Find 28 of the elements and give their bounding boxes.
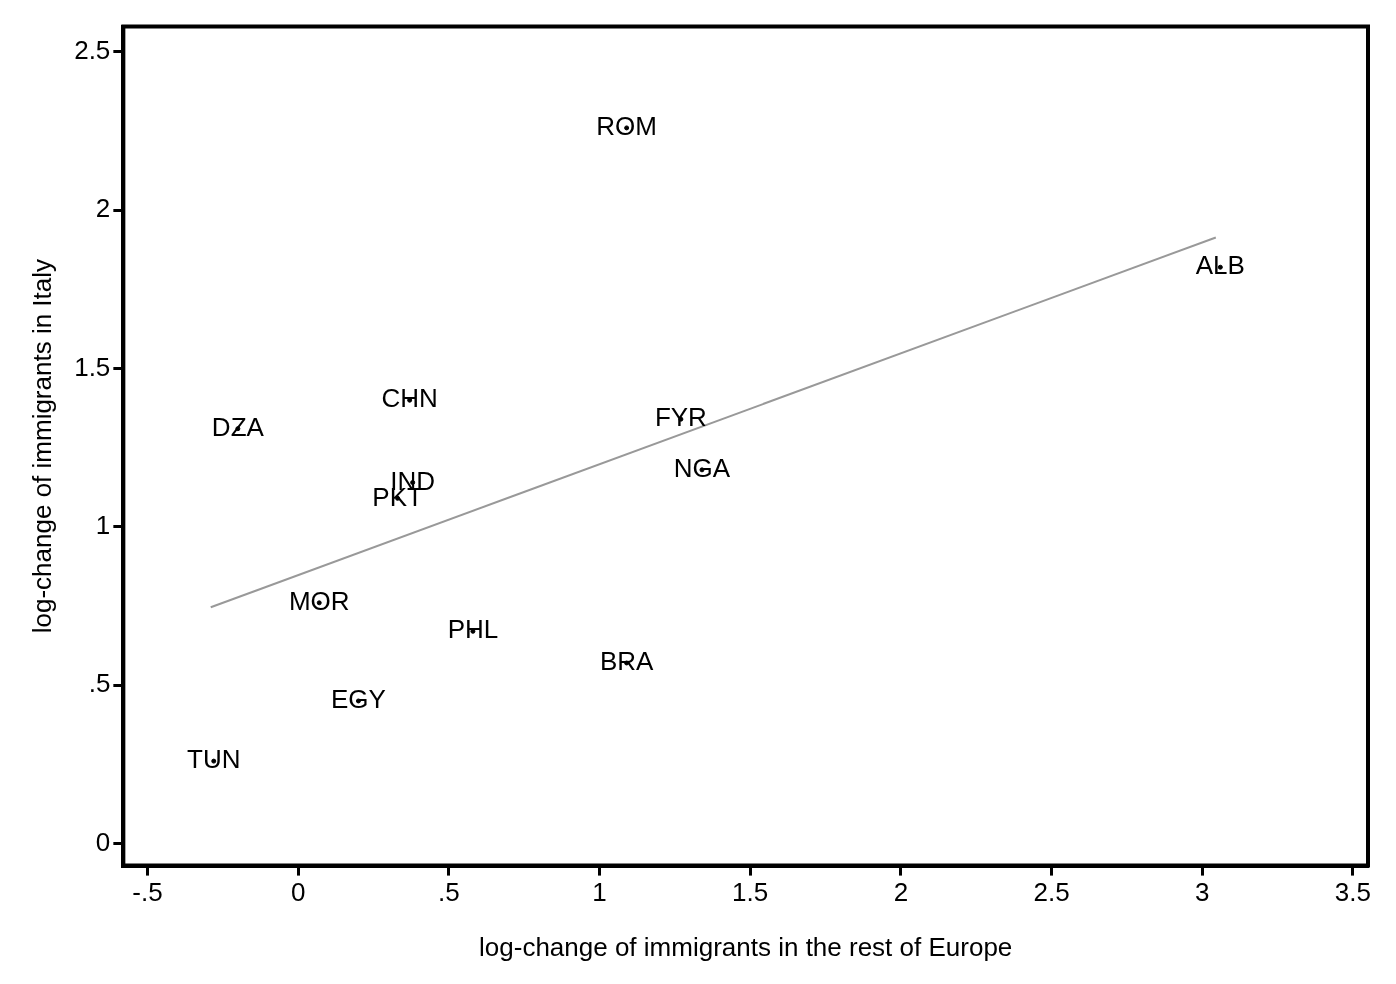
data-label: PHL xyxy=(447,614,499,645)
x-tick-label: 3.5 xyxy=(1334,877,1372,908)
y-tick-label: 2.5 xyxy=(74,35,111,66)
x-tick-label: 2 xyxy=(893,877,909,908)
y-tick-label: 1 xyxy=(95,510,111,541)
data-label: NGA xyxy=(673,453,731,484)
data-label: EGY xyxy=(330,684,386,715)
data-label: CHN xyxy=(381,383,438,414)
x-tick-label: 1 xyxy=(592,877,607,908)
data-label: DZA xyxy=(211,411,265,442)
y-tick-label: 1.5 xyxy=(74,351,111,382)
data-label: MOR xyxy=(288,585,350,616)
data-label: ALB xyxy=(1195,250,1245,281)
y-tick-label: 0 xyxy=(95,826,111,857)
data-label: BRA xyxy=(599,646,655,677)
x-tick-label: 2.5 xyxy=(1033,877,1070,908)
y-axis-title: log-change of immigrants in Italy xyxy=(26,258,57,634)
x-tick-label: 1.5 xyxy=(732,877,769,908)
data-label: ROM xyxy=(596,111,657,142)
x-tick-label: .5 xyxy=(437,877,460,908)
y-tick-label: .5 xyxy=(88,668,111,699)
x-axis-title: log-change of immigrants in the rest of Europe xyxy=(479,931,1013,962)
x-tick-label: -.5 xyxy=(132,877,163,908)
x-tick-label: 0 xyxy=(290,877,306,908)
y-tick-label: 2 xyxy=(95,193,111,224)
data-label: FYR xyxy=(654,402,707,433)
x-tick-label: 3 xyxy=(1195,877,1210,908)
data-label: TUN xyxy=(187,744,241,775)
